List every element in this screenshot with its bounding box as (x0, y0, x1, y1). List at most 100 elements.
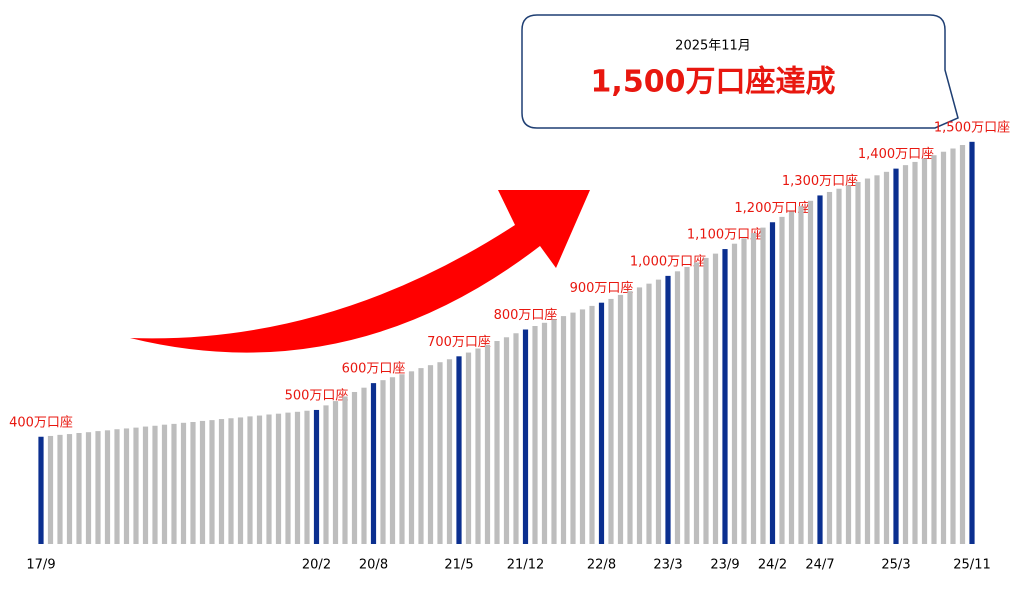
bar (826, 191, 833, 544)
bar (285, 412, 291, 544)
bar (190, 422, 196, 544)
bar (712, 253, 719, 545)
bar (788, 211, 795, 544)
bar (665, 275, 671, 544)
bar (351, 391, 358, 544)
bar (370, 383, 377, 544)
bar (883, 171, 890, 544)
bar (589, 305, 595, 544)
bar (864, 178, 871, 544)
x-tick-label: 24/7 (805, 558, 834, 573)
bar (817, 195, 823, 544)
x-tick-label: 21/12 (507, 558, 544, 573)
data-label: 1,400万口座 (858, 147, 934, 162)
bar (380, 380, 386, 544)
x-tick-label: 25/3 (881, 558, 910, 573)
bar (598, 302, 605, 544)
growth-arrow (130, 190, 590, 353)
data-label: 700万口座 (427, 335, 491, 350)
x-tick-label: 25/11 (953, 558, 990, 573)
bar (874, 175, 880, 544)
bar (627, 291, 633, 544)
bar (484, 344, 491, 544)
bar (228, 418, 234, 544)
bar (807, 200, 814, 545)
bar (969, 141, 975, 544)
x-tick-label: 24/2 (758, 558, 787, 573)
bar (95, 431, 101, 544)
callout-box (521, 14, 959, 129)
bar (855, 182, 861, 544)
bar (902, 165, 909, 544)
bar (836, 188, 842, 544)
bar (912, 161, 918, 544)
bar (522, 329, 529, 544)
data-label: 900万口座 (570, 281, 634, 296)
bar (237, 417, 244, 544)
bar (741, 238, 747, 544)
bar (503, 337, 510, 544)
bar (47, 435, 54, 544)
bar (608, 298, 614, 544)
data-label: 1,500万口座 (934, 120, 1010, 135)
bar (617, 294, 624, 544)
data-label: 800万口座 (494, 308, 558, 323)
bar (475, 348, 481, 544)
bar (133, 427, 139, 544)
x-tick-label: 23/9 (710, 558, 739, 573)
x-tick-label: 21/5 (444, 558, 473, 573)
bar (180, 422, 187, 544)
bar (845, 185, 852, 544)
x-tick-label: 23/3 (653, 558, 682, 573)
bar (750, 232, 757, 544)
bar (921, 158, 928, 544)
bar (123, 428, 130, 544)
bar (437, 362, 443, 544)
bar (399, 374, 405, 544)
bar (655, 279, 662, 544)
bar (161, 424, 168, 544)
bar (266, 414, 272, 544)
bar (57, 434, 63, 544)
bar (114, 429, 120, 544)
bar (513, 333, 519, 544)
bar (247, 416, 253, 544)
x-tick-label: 22/8 (587, 558, 616, 573)
bar (731, 243, 738, 544)
bar (551, 319, 557, 544)
bar (579, 309, 586, 544)
bar (636, 287, 643, 544)
x-tick-label: 17/9 (26, 558, 55, 573)
bar (798, 206, 804, 544)
bar (418, 368, 424, 544)
bar (142, 426, 149, 544)
bar (218, 419, 225, 544)
bar (199, 420, 206, 544)
data-label: 400万口座 (9, 415, 73, 430)
data-label: 1,300万口座 (782, 174, 858, 189)
bar (294, 411, 301, 544)
bar (760, 227, 766, 545)
bar (931, 155, 937, 544)
bar (456, 356, 462, 544)
bar (361, 387, 367, 544)
bar (313, 409, 320, 544)
bar (893, 168, 899, 544)
bar (494, 341, 500, 544)
bar (76, 432, 82, 544)
bar (275, 413, 282, 544)
bar (171, 423, 177, 544)
x-tick-label: 20/2 (302, 558, 331, 573)
callout-date: 2025年11月 (675, 39, 751, 54)
bar (693, 262, 700, 544)
bar (959, 145, 966, 544)
bar (560, 316, 567, 544)
bar (570, 312, 576, 544)
bar (769, 222, 776, 544)
bar (446, 359, 453, 544)
bar (66, 434, 73, 544)
bar (85, 432, 92, 544)
bar (209, 420, 215, 544)
bar (427, 365, 434, 544)
